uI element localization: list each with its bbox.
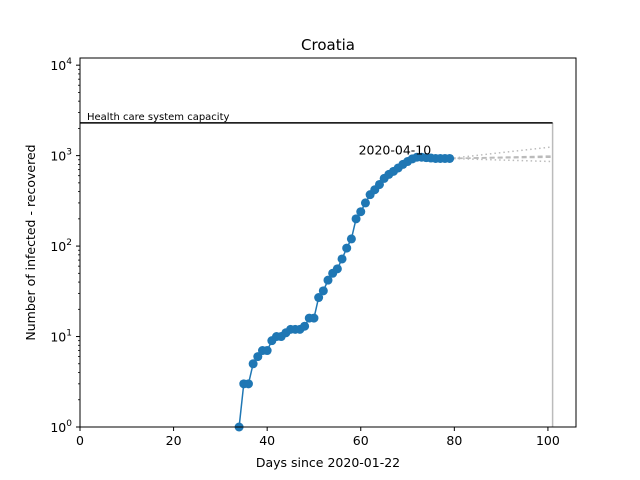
x-tick-label: 0 [76, 433, 84, 448]
series-line [238, 156, 450, 428]
x-axis-label: Days since 2020-01-22 [256, 455, 400, 470]
y-tick-label: 100 [50, 419, 72, 435]
plot-frame [79, 57, 577, 428]
data-point [318, 286, 328, 296]
data-point [337, 254, 347, 264]
data-point [300, 321, 310, 331]
y-tick-label: 103 [50, 148, 72, 164]
x-axis: 0 20 40 60 80 100 [76, 427, 560, 448]
x-tick-label: 80 [446, 433, 462, 448]
data-point [248, 359, 258, 369]
data-point [342, 243, 352, 253]
y-tick-label: 101 [50, 329, 72, 345]
data-point [346, 234, 356, 244]
data-point [332, 264, 342, 274]
y-axis: 100 101 102 103 104 [50, 57, 80, 435]
y-tick-label: 104 [50, 57, 72, 73]
projection-line-3 [449, 157, 553, 163]
projection-line-0 [449, 146, 553, 160]
data-point [351, 214, 361, 224]
data-point [445, 153, 455, 163]
date-annotation: 2020-04-10 [359, 143, 432, 158]
x-tick-label: 40 [259, 433, 275, 448]
data-point [243, 379, 253, 389]
data-point [356, 207, 366, 217]
data-point [323, 275, 333, 285]
x-tick-label: 20 [166, 433, 182, 448]
projection-line-2 [449, 156, 553, 160]
data-point [309, 313, 319, 323]
x-tick-label: 100 [536, 433, 560, 448]
y-tick-label: 102 [50, 238, 72, 254]
data-point [262, 346, 272, 356]
data-point [374, 179, 384, 189]
x-tick-label: 60 [353, 433, 369, 448]
y-axis-label: Number of infected - recovered [23, 144, 38, 340]
chart-title: Croatia [301, 36, 355, 54]
data-point [360, 198, 370, 208]
data-point [253, 352, 263, 362]
data-point [314, 293, 324, 303]
plot-area [80, 122, 554, 432]
capacity-label: Health care system capacity [87, 112, 229, 123]
